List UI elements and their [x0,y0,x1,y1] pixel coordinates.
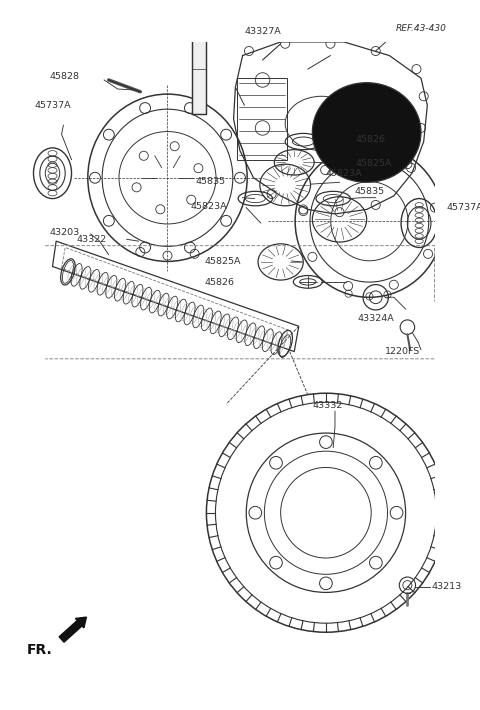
Text: 1220FS: 1220FS [385,347,420,356]
Bar [192,38,206,114]
Text: 45823A: 45823A [326,169,362,178]
Text: 45835: 45835 [195,177,226,186]
Text: 45826: 45826 [204,278,235,288]
Text: 45737A: 45737A [35,101,71,110]
Text: 45825A: 45825A [204,256,241,266]
Text: 45823A: 45823A [190,202,227,212]
Text: 45825A: 45825A [356,159,392,168]
Text: 43332: 43332 [312,401,343,410]
Text: REF.43-430: REF.43-430 [396,24,446,33]
Ellipse shape [312,82,421,182]
Text: 43322: 43322 [77,235,107,244]
Text: FR.: FR. [27,643,53,657]
Text: 43213: 43213 [432,582,462,591]
Text: 43203: 43203 [50,228,80,236]
Text: 45826: 45826 [356,135,386,144]
Bar [237,78,287,160]
Text: 43327A: 43327A [244,26,281,36]
Bar [192,38,206,114]
Text: 43324A: 43324A [358,314,395,322]
Text: 45835: 45835 [355,187,385,196]
FancyArrow shape [59,617,86,642]
Text: 45828: 45828 [50,72,80,81]
Text: 45737A: 45737A [446,203,480,212]
